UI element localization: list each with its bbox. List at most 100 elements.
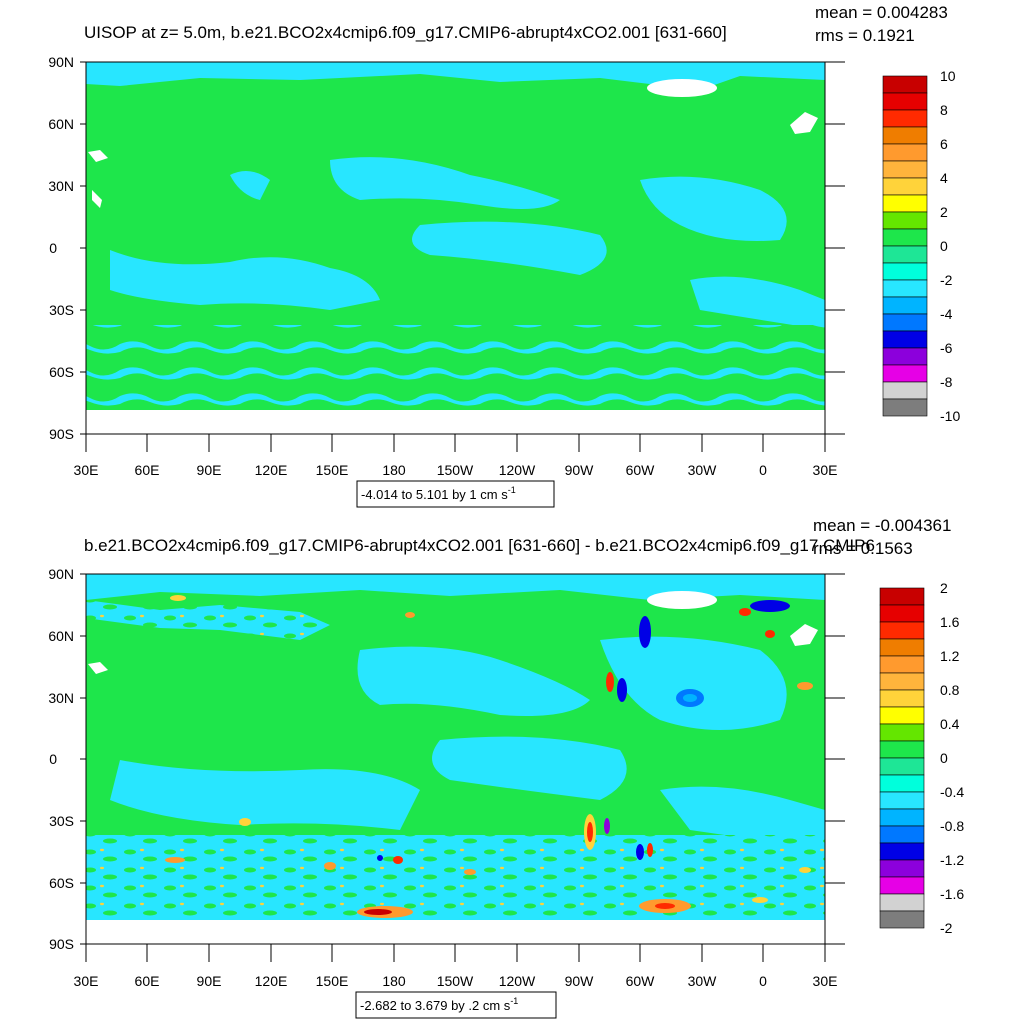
colorbar-box <box>882 398 928 417</box>
colorbar-box <box>882 75 928 94</box>
panel-2-lon-label: 30E <box>74 973 99 989</box>
colorbar-box <box>879 723 925 742</box>
colorbar-box <box>882 296 928 315</box>
colorbar-label: 0 <box>940 238 948 254</box>
colorbar-label: 0 <box>940 750 948 766</box>
colorbar-box <box>882 211 928 230</box>
panel-2-map <box>85 573 826 945</box>
colorbar-box <box>882 279 928 298</box>
colorbar-box <box>879 910 925 929</box>
panel-2-rms: rms = 0.1563 <box>813 539 913 558</box>
panel-1: UISOP at z= 5.0m, b.e21.BCO2x4cmip6.f09_… <box>48 3 960 508</box>
colorbar-label: 1.6 <box>940 614 960 630</box>
panel-1-map <box>85 61 826 435</box>
panel-1-lon-label: 90E <box>197 462 222 478</box>
colorbar-label: 2 <box>940 204 948 220</box>
colorbar-box <box>879 825 925 844</box>
panel-2-lon-label: 30W <box>688 973 718 989</box>
panel-1-lon-label: 60E <box>135 462 160 478</box>
colorbar-label: 6 <box>940 136 948 152</box>
panel-1-lon-label: 120W <box>499 462 536 478</box>
panel-2-lat-label: 30S <box>49 813 74 829</box>
colorbar-label: 0.8 <box>940 682 960 698</box>
panel-1-colorbar-labels: 10 8 6 4 2 0 -2 -4 -6 -8 -10 <box>940 68 960 424</box>
panel-1-lat-label: 90S <box>49 426 74 442</box>
colorbar-box <box>879 689 925 708</box>
panel-1-lon-label: 60W <box>626 462 656 478</box>
colorbar-label: -2 <box>940 272 953 288</box>
panel-1-range-box: -4.014 to 5.101 by 1 cm s-1 <box>356 480 555 508</box>
panel-1-x-axis: 30E 60E 90E 120E 150E 180 150W 120W 90W … <box>74 434 837 478</box>
panel-1-mean: mean = 0.004283 <box>815 3 948 22</box>
panel-2-lon-label: 90W <box>565 973 595 989</box>
colorbar-label: -8 <box>940 374 953 390</box>
panel-1-y-axis: 90N 60N 30N 0 30S 60S 90S <box>48 54 845 442</box>
colorbar-box <box>882 126 928 145</box>
panel-1-colorbar-boxes <box>882 75 928 417</box>
colorbar-box <box>879 587 925 606</box>
colorbar-label: 0.4 <box>940 716 960 732</box>
colorbar-box <box>882 330 928 349</box>
panel-2-lat-label: 90N <box>48 566 74 582</box>
colorbar-box <box>882 194 928 213</box>
colorbar-label: -0.8 <box>940 818 964 834</box>
panel-1-lon-label: 90W <box>565 462 595 478</box>
colorbar-box <box>882 143 928 162</box>
panel-2-y-axis: 90N 60N 30N 0 30S 60S 90S <box>48 566 845 952</box>
panel-1-lat-label: 30S <box>49 302 74 318</box>
panel-1-range-text: -4.014 to 5.101 by 1 cm s-1 <box>361 485 516 502</box>
panel-2-lon-label: 60W <box>626 973 656 989</box>
colorbar-box <box>879 791 925 810</box>
colorbar-label: 2 <box>940 580 948 596</box>
colorbar-label: -4 <box>940 306 953 322</box>
colorbar-box <box>879 740 925 759</box>
panel-2-lon-label: 150E <box>316 973 349 989</box>
panel-2-lon-label: 150W <box>437 973 474 989</box>
colorbar-box <box>879 859 925 878</box>
colorbar-box <box>879 808 925 827</box>
panel-1-lon-label: 120E <box>255 462 288 478</box>
colorbar-box <box>879 757 925 776</box>
colorbar-box <box>882 228 928 247</box>
colorbar-box <box>882 92 928 111</box>
panel-1-lat-label: 30N <box>48 178 74 194</box>
panel-1-lon-label: 150W <box>437 462 474 478</box>
colorbar-box <box>882 364 928 383</box>
colorbar-box <box>879 893 925 912</box>
colorbar-box <box>882 160 928 179</box>
colorbar-label: -2 <box>940 920 953 936</box>
colorbar-box <box>879 672 925 691</box>
panel-2-lon-label: 90E <box>197 973 222 989</box>
panel-1-lon-label: 0 <box>759 462 767 478</box>
panel-2-x-axis: 30E 60E 90E 120E 150E 180 150W 120W 90W … <box>74 944 838 989</box>
panel-1-lat-label: 0 <box>49 240 57 256</box>
panel-1-lon-label: 180 <box>382 462 406 478</box>
panel-1-lon-label: 150E <box>316 462 349 478</box>
colorbar-label: -1.6 <box>940 886 964 902</box>
panel-2-colorbar-boxes <box>879 587 925 929</box>
colorbar-label: -0.4 <box>940 784 964 800</box>
colorbar-label: 8 <box>940 102 948 118</box>
panel-1-lon-label: 30E <box>74 462 99 478</box>
colorbar-box <box>879 842 925 861</box>
colorbar-box <box>882 177 928 196</box>
panel-2-range-box: -2.682 to 3.679 by .2 cm s-1 <box>355 991 557 1019</box>
colorbar-box <box>879 706 925 725</box>
colorbar-box <box>882 262 928 281</box>
panel-2-lon-label: 120E <box>255 973 288 989</box>
colorbar-box <box>882 381 928 400</box>
colorbar-box <box>879 604 925 623</box>
panel-2-lat-label: 0 <box>49 751 57 767</box>
panel-2-lon-label: 120W <box>499 973 536 989</box>
colorbar-label: 10 <box>940 68 956 84</box>
colorbar-box <box>879 655 925 674</box>
panel-2-colorbar: 2 1.6 1.2 0.8 0.4 0 -0.4 -0.8 -1.2 -1.6 -2 <box>879 580 964 936</box>
panel-2-lon-label: 30E <box>813 973 838 989</box>
panel-1-lat-label: 90N <box>48 54 74 70</box>
panel-2-range-text: -2.682 to 3.679 by .2 cm s-1 <box>360 996 518 1013</box>
panel-1-lat-label: 60S <box>49 364 74 380</box>
colorbar-box <box>882 313 928 332</box>
panel-2-lat-label: 90S <box>49 936 74 952</box>
panel-2-lat-label: 60N <box>48 628 74 644</box>
